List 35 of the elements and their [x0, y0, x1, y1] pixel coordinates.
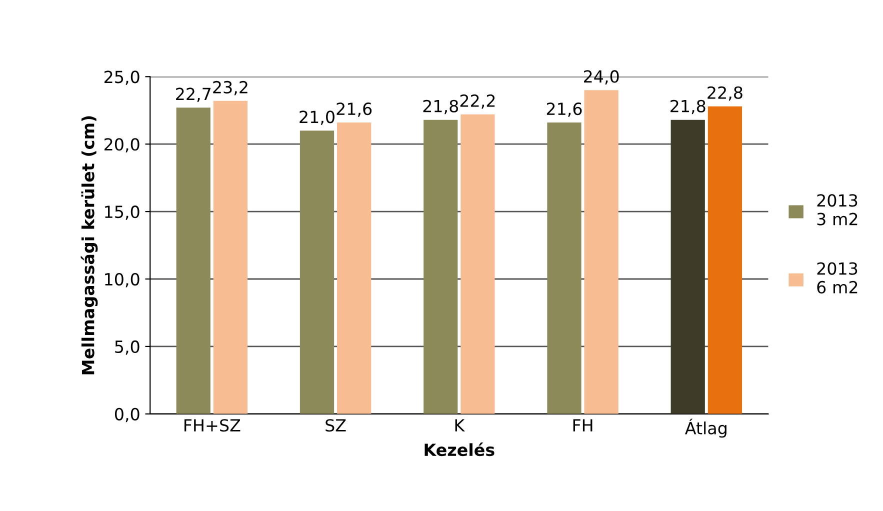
y-tick-label: 15,0 — [105, 206, 140, 220]
y-axis-title: Mellmagassági kerület (cm) — [80, 116, 98, 374]
bar — [460, 114, 495, 414]
x-tick-label: FH+SZ — [184, 419, 240, 432]
data-label: 24,0 — [584, 70, 619, 84]
x-tick-label: K — [455, 419, 465, 432]
bar — [547, 122, 582, 414]
data-label: 21,8 — [423, 100, 458, 114]
bar — [213, 100, 248, 414]
data-label: 23,2 — [213, 80, 248, 96]
x-tick-label: SZ — [326, 419, 346, 432]
y-tick-label: 20,0 — [104, 138, 140, 152]
bar — [670, 120, 705, 414]
y-tick-label: 25,0 — [104, 70, 140, 85]
data-label: 21,6 — [336, 102, 372, 117]
bar — [337, 122, 372, 414]
legend-label: 2013 6 m2 — [817, 262, 858, 294]
y-tick-label: 10,0 — [105, 272, 140, 288]
data-label: 22,2 — [460, 94, 495, 109]
y-tick-label: 0,0 — [114, 408, 140, 422]
data-label: 22,7 — [176, 88, 211, 102]
bar — [300, 130, 334, 414]
data-label: 22,8 — [708, 86, 742, 101]
data-label: 21,8 — [670, 100, 706, 114]
data-label: 21,0 — [300, 110, 334, 125]
bar — [584, 90, 618, 414]
data-label: 21,6 — [546, 102, 582, 117]
x-tick-label: Átlag — [684, 418, 726, 438]
bar — [424, 120, 458, 414]
x-tick-label: FH — [573, 419, 592, 432]
y-tick-label: 5,0 — [115, 340, 140, 355]
bar — [176, 108, 210, 414]
legend-label: 2013 3 m2 — [817, 194, 858, 226]
x-axis-title: Kezelés — [424, 442, 494, 456]
bar — [708, 106, 742, 414]
